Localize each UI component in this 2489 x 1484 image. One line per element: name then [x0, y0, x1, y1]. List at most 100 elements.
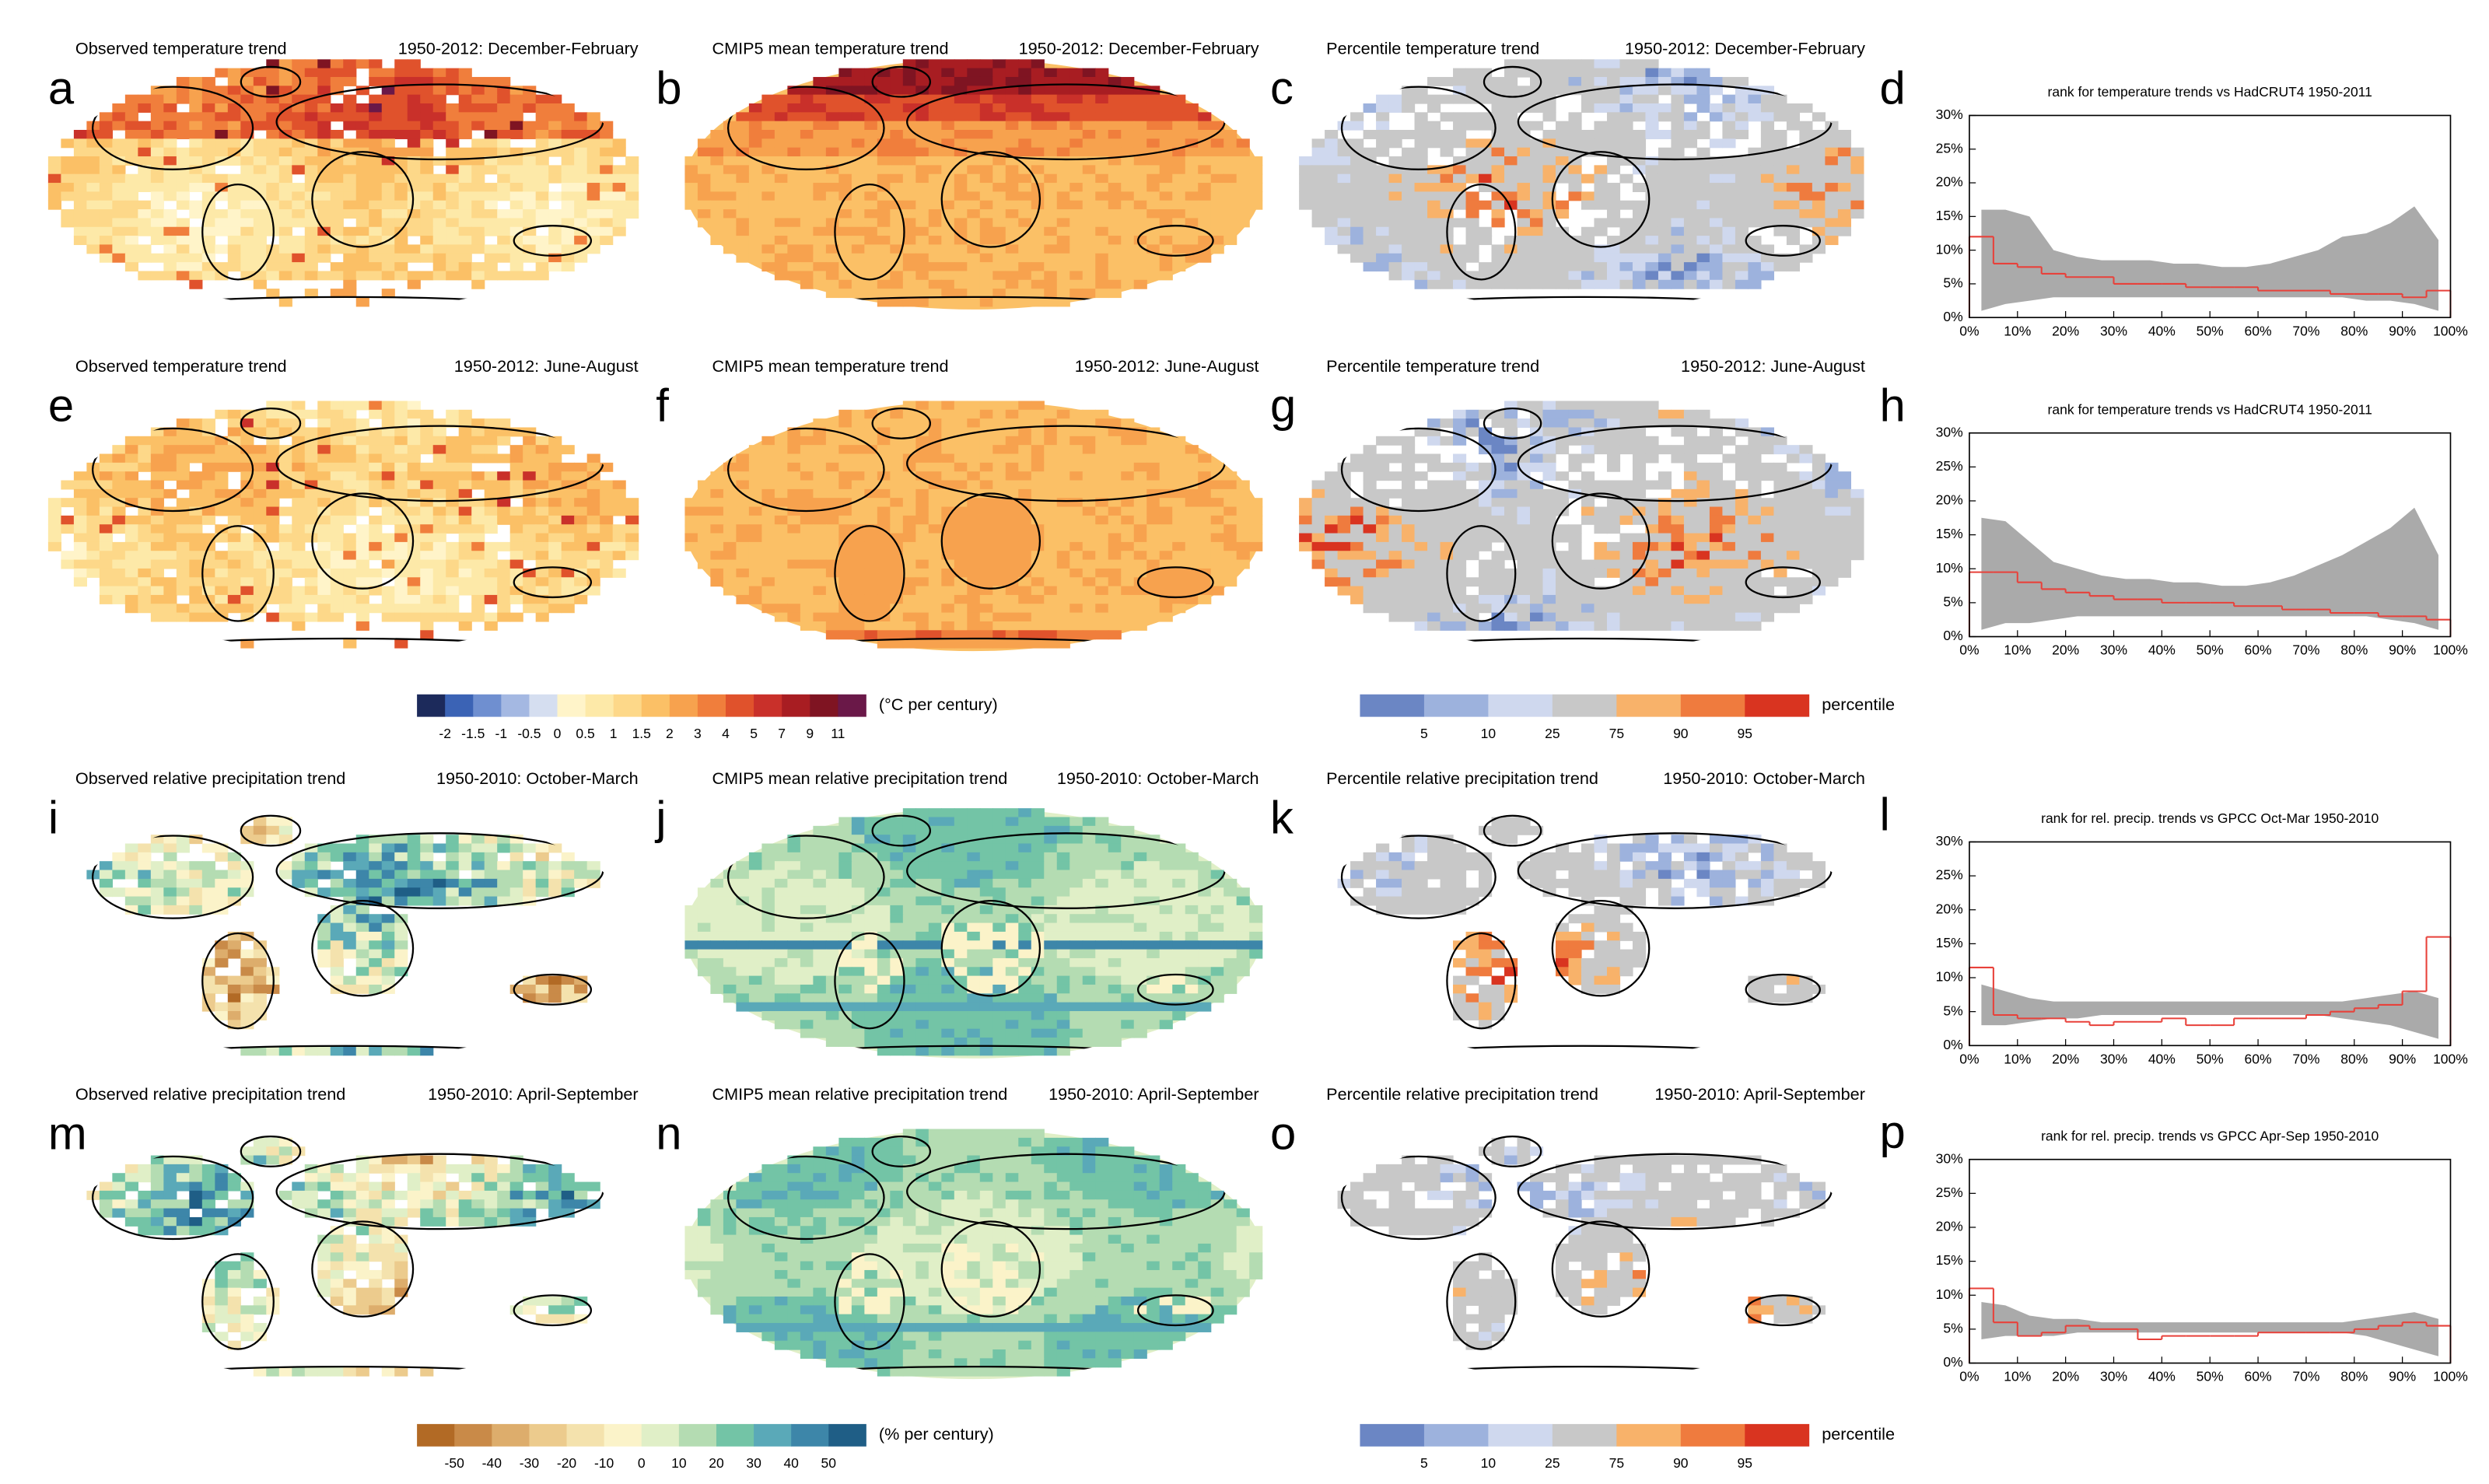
- map-cell: [215, 594, 229, 604]
- map-cell: [1223, 173, 1237, 184]
- map-cell: [1555, 59, 1570, 69]
- map-cell: [1031, 138, 1045, 149]
- map-cell: [215, 103, 229, 113]
- map-cell: [787, 138, 801, 149]
- map-cell: [1108, 165, 1122, 175]
- map-cell: [800, 559, 814, 569]
- map-cell: [838, 471, 852, 481]
- map-cell: [1095, 445, 1109, 455]
- map-cell: [407, 401, 421, 411]
- map-cell: [201, 271, 215, 281]
- map-cell: [748, 506, 763, 516]
- map-cell: [1748, 271, 1762, 281]
- map-cell: [1465, 147, 1479, 157]
- map-cell: [381, 271, 395, 281]
- map-cell: [902, 630, 916, 640]
- map-cell: [1172, 480, 1186, 490]
- map-cell: [73, 498, 87, 508]
- map-cell: [864, 76, 878, 86]
- map-cell: [1082, 498, 1096, 508]
- map-cell: [176, 559, 190, 569]
- map-cell: [1786, 236, 1801, 246]
- map-cell: [484, 138, 498, 149]
- map-cell: [420, 218, 434, 228]
- map-cell: [317, 418, 331, 429]
- map-cell: [941, 401, 955, 411]
- map-cell: [1005, 147, 1019, 157]
- map-cell: [420, 515, 434, 525]
- map-cell: [112, 453, 126, 464]
- map-cell: [928, 612, 942, 622]
- map-cell: [497, 218, 511, 228]
- map-cell: [523, 568, 537, 578]
- map-cell: [967, 471, 981, 481]
- map-cell: [1812, 471, 1826, 481]
- map-cell: [1825, 200, 1839, 210]
- map-cell: [761, 594, 775, 604]
- map-cell: [941, 244, 955, 254]
- map-cell: [1133, 594, 1147, 604]
- map-cell: [1581, 130, 1595, 139]
- map-cell: [201, 515, 215, 525]
- map-cell: [432, 173, 446, 184]
- map-cell: [1555, 226, 1570, 236]
- map-cell: [864, 86, 878, 96]
- map-cell: [1133, 577, 1147, 587]
- map-cell: [600, 515, 614, 525]
- map-cell: [1388, 226, 1402, 236]
- map-cell: [1465, 253, 1479, 263]
- map-cell: [787, 480, 801, 490]
- map-cell: [471, 271, 485, 281]
- map-cell: [1542, 253, 1556, 263]
- map-cell: [1606, 59, 1621, 69]
- map-cell: [484, 427, 498, 437]
- map-cell: [1786, 218, 1801, 228]
- map-cell: [1133, 86, 1147, 96]
- map-cell: [1632, 156, 1647, 166]
- map-cell: [1825, 165, 1839, 175]
- map-cell: [369, 121, 383, 131]
- map-cell: [1069, 86, 1083, 96]
- map-cell: [1031, 586, 1045, 596]
- map-cell: [1146, 244, 1160, 254]
- map-cell: [1311, 218, 1325, 228]
- map-cell: [774, 604, 789, 614]
- map-cell: [890, 409, 904, 419]
- map-cell: [1709, 236, 1724, 246]
- map-cell: [1696, 462, 1710, 472]
- map-cell: [1671, 236, 1685, 246]
- map-cell: [1683, 94, 1698, 104]
- coastline: [201, 183, 275, 281]
- map-cell: [1671, 138, 1685, 149]
- map-cell: [1121, 488, 1135, 499]
- map-cell: [979, 541, 993, 551]
- map-cell: [112, 551, 126, 561]
- map-cell: [355, 271, 369, 281]
- map-cell: [1632, 279, 1647, 289]
- panel-letter: a: [48, 61, 75, 114]
- map-cell: [407, 112, 421, 122]
- map-cell: [446, 541, 460, 551]
- map-cell: [1236, 156, 1250, 166]
- map-cell: [1044, 200, 1058, 210]
- map-cell: [774, 94, 789, 104]
- map-cell: [1056, 218, 1070, 228]
- map-cell: [1786, 480, 1801, 490]
- map-cell: [407, 498, 421, 508]
- map-cell: [253, 462, 267, 472]
- map-cell: [710, 541, 724, 551]
- map-cell: [1069, 559, 1083, 569]
- map-cell: [292, 200, 306, 210]
- map-cell: [902, 524, 916, 534]
- map-cell: [240, 173, 254, 184]
- map-cell: [1414, 279, 1428, 289]
- map-cell: [1236, 480, 1250, 490]
- map-cell: [189, 236, 203, 246]
- map-cell: [1018, 471, 1032, 481]
- map-cell: [748, 138, 763, 149]
- map-cell: [877, 594, 891, 604]
- map-cell: [535, 191, 549, 201]
- map-cell: [253, 541, 267, 551]
- map-cell: [535, 253, 549, 263]
- map-cell: [124, 218, 138, 228]
